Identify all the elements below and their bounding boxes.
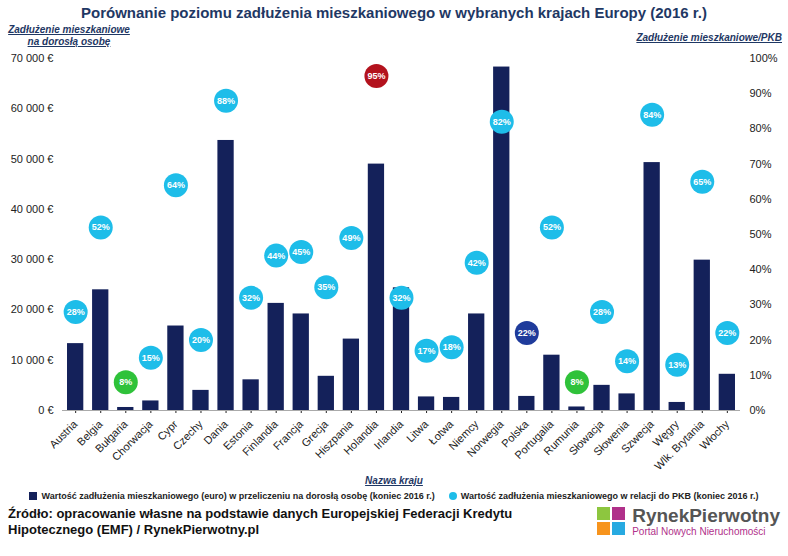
svg-text:Chorwacja: Chorwacja (110, 417, 156, 463)
svg-text:15%: 15% (142, 353, 160, 363)
svg-text:45%: 45% (292, 247, 310, 257)
svg-text:49%: 49% (342, 233, 360, 243)
svg-text:Węgry: Węgry (650, 417, 682, 449)
svg-text:70 000 €: 70 000 € (11, 52, 54, 64)
svg-text:14%: 14% (618, 356, 636, 366)
svg-text:65%: 65% (693, 177, 711, 187)
svg-text:0%: 0% (750, 404, 766, 416)
html-text:Źródło: opracowanie własne na: Źródło: opracowanie własne na podstawie … (8, 506, 513, 537)
svg-text:Cypr: Cypr (154, 417, 180, 443)
svg-text:30 000 €: 30 000 € (11, 253, 54, 265)
html-text:Nazwa kraju: Nazwa kraju (365, 475, 423, 486)
svg-text:13%: 13% (668, 360, 686, 370)
svg-text:Norwegia: Norwegia (464, 417, 506, 459)
html-text:Zadłużenie mieszkaniowe na dor: Zadłużenie mieszkaniowe na dorosłą osobę (8, 24, 130, 47)
svg-text:52%: 52% (543, 222, 561, 232)
svg-text:22%: 22% (718, 328, 736, 338)
svg-text:Irlandia: Irlandia (371, 417, 406, 452)
svg-text:60 000 €: 60 000 € (11, 102, 54, 114)
svg-text:50 000 €: 50 000 € (11, 153, 54, 165)
svg-text:Wlk. Brytania: Wlk. Brytania (651, 417, 707, 472)
svg-text:10%: 10% (750, 369, 772, 381)
svg-text:95%: 95% (367, 71, 385, 81)
svg-text:Holandia: Holandia (341, 417, 381, 457)
svg-text:30%: 30% (750, 298, 772, 310)
svg-text:28%: 28% (67, 307, 85, 317)
svg-text:32%: 32% (242, 293, 260, 303)
svg-text:50%: 50% (750, 228, 772, 240)
svg-text:8%: 8% (119, 377, 132, 387)
svg-text:17%: 17% (418, 346, 436, 356)
svg-text:90%: 90% (750, 87, 772, 99)
html-text:Wartość zadłużenia mieszkaniow: Wartość zadłużenia mieszkaniowego (euro)… (41, 491, 435, 501)
svg-text:Austria: Austria (47, 417, 80, 450)
svg-text:20%: 20% (192, 335, 210, 345)
svg-text:88%: 88% (217, 96, 235, 106)
svg-text:Grecja: Grecja (298, 417, 331, 450)
html-text:RynekPierwotny: RynekPierwotny (632, 505, 780, 526)
svg-text:Bułgaria: Bułgaria (92, 417, 130, 455)
svg-text:18%: 18% (443, 342, 461, 352)
svg-text:60%: 60% (750, 193, 772, 205)
svg-text:20 000 €: 20 000 € (11, 303, 54, 315)
svg-text:20%: 20% (750, 334, 772, 346)
svg-text:44%: 44% (267, 251, 285, 261)
svg-text:Szwecja: Szwecja (619, 417, 657, 455)
svg-text:52%: 52% (92, 222, 110, 232)
svg-text:Portugalia: Portugalia (512, 417, 556, 462)
html-text:Wartość zadłużenia mieszkaniow: Wartość zadłużenia mieszkaniowego w rela… (460, 491, 759, 501)
svg-text:40%: 40% (750, 263, 772, 275)
svg-text:42%: 42% (468, 258, 486, 268)
html-text:Zadłużenie mieszkaniowe/PKB: Zadłużenie mieszkaniowe/PKB (636, 32, 782, 43)
svg-text:Słowenia: Słowenia (590, 417, 631, 458)
svg-text:Słowacja: Słowacja (566, 417, 606, 458)
svg-text:0 €: 0 € (38, 404, 53, 416)
svg-text:Finlandia: Finlandia (240, 417, 281, 458)
svg-text:22%: 22% (518, 328, 536, 338)
svg-text:Hiszpania: Hiszpania (312, 417, 356, 461)
svg-text:Estonia: Estonia (220, 417, 255, 453)
svg-text:Belgia: Belgia (74, 417, 105, 448)
html-text:Portal Nowych Nieruchomości: Portal Nowych Nieruchomości (632, 526, 766, 537)
html-text:Porównanie poziomu zadłużenia: Porównanie poziomu zadłużenia mieszkanio… (81, 4, 707, 21)
svg-text:100%: 100% (750, 52, 778, 64)
svg-text:32%: 32% (392, 293, 410, 303)
svg-text:Francja: Francja (271, 417, 306, 452)
svg-text:28%: 28% (593, 307, 611, 317)
svg-text:35%: 35% (317, 282, 335, 292)
svg-text:Czechy: Czechy (170, 417, 205, 452)
svg-text:84%: 84% (643, 110, 661, 120)
svg-text:Niemcy: Niemcy (446, 417, 481, 453)
svg-text:Łotwa: Łotwa (426, 417, 456, 447)
svg-text:82%: 82% (493, 117, 511, 127)
svg-text:80%: 80% (750, 122, 772, 134)
svg-text:Rumunia: Rumunia (541, 417, 581, 458)
svg-text:10 000 €: 10 000 € (11, 354, 54, 366)
svg-text:Dania: Dania (201, 417, 230, 447)
svg-text:Polska: Polska (498, 417, 531, 450)
svg-text:64%: 64% (167, 180, 185, 190)
svg-text:Litwa: Litwa (403, 417, 431, 445)
svg-text:70%: 70% (750, 158, 772, 170)
svg-text:8%: 8% (570, 377, 583, 387)
svg-text:Włochy: Włochy (697, 417, 731, 451)
svg-text:40 000 €: 40 000 € (11, 203, 54, 215)
